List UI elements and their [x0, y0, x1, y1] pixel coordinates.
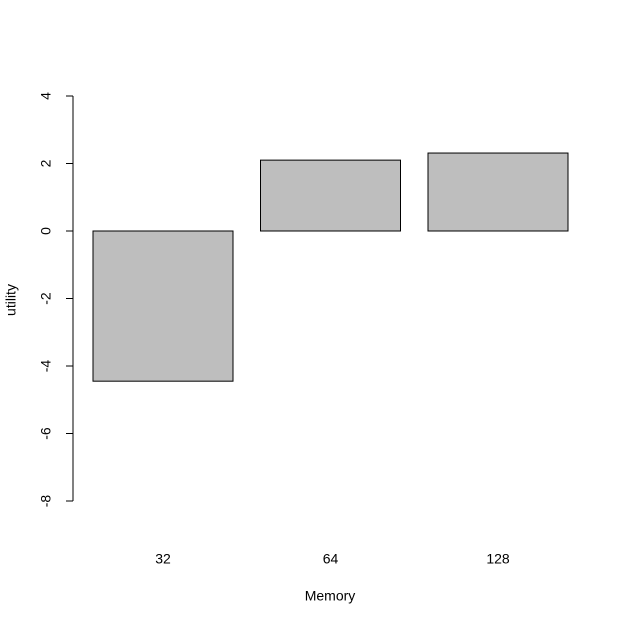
y-tick-label: 4 — [38, 92, 54, 100]
x-tick-label: 32 — [155, 551, 171, 567]
y-tick-label: -2 — [38, 292, 54, 305]
y-axis-label: utility — [3, 284, 19, 316]
bar — [427, 152, 569, 232]
bar — [92, 230, 234, 382]
y-tick-label: -4 — [38, 360, 54, 373]
y-tick-label: 0 — [38, 227, 54, 235]
y-tick-label: -8 — [38, 495, 54, 508]
x-tick-label: 128 — [486, 551, 510, 567]
x-axis-label: Memory — [305, 588, 356, 604]
bar — [260, 159, 401, 232]
y-tick-label: 2 — [38, 159, 54, 167]
y-tick-label: -6 — [38, 427, 54, 440]
x-tick-label: 64 — [323, 551, 339, 567]
